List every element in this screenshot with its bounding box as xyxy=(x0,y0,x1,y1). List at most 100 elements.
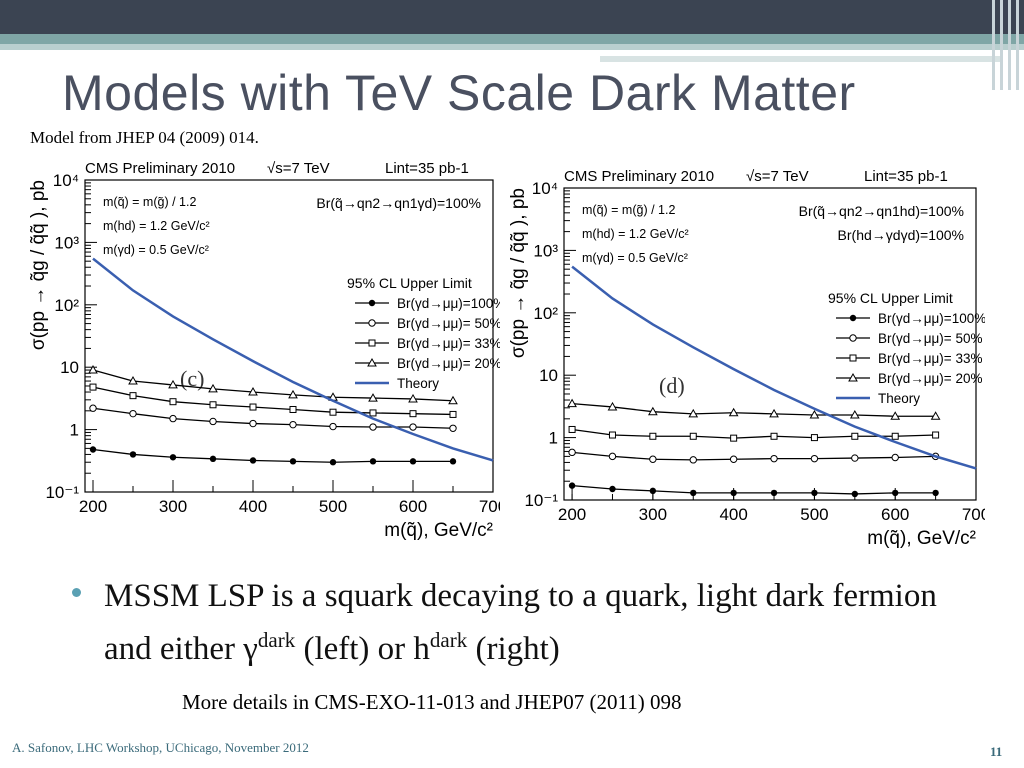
branching-ratio-label-2: Br(hd→γdγd)=100% xyxy=(838,227,964,243)
x-axis-label: m(q̃), GeV/c² xyxy=(384,520,493,541)
data-point xyxy=(129,451,137,458)
data-point xyxy=(288,389,298,399)
y-tick-label: 1 xyxy=(70,421,79,440)
legend-marker xyxy=(368,299,376,307)
y-tick-label: 10⁻¹ xyxy=(45,483,79,502)
data-point xyxy=(649,455,657,463)
series-line xyxy=(572,451,936,461)
legend-entry: Br(γd→μμ)= 50% xyxy=(878,331,982,346)
chart-header-experiment: CMS Preliminary 2010 xyxy=(85,160,235,177)
data-point xyxy=(689,456,697,464)
panel-label: (d) xyxy=(659,373,685,398)
series-line xyxy=(572,403,936,417)
data-point xyxy=(890,411,901,420)
data-point xyxy=(730,489,737,497)
x-tick-label: 600 xyxy=(399,497,427,516)
data-point xyxy=(849,410,860,419)
legend-entry: Br(γd→μμ)=100% xyxy=(878,311,985,326)
top-band-faint xyxy=(600,56,1000,62)
data-point xyxy=(811,489,818,497)
data-point xyxy=(169,414,177,423)
chart-header-luminosity: Lint=35 pb-1 xyxy=(864,168,948,185)
series-line xyxy=(92,448,453,463)
model-parameter: m(hd) = 1.2 GeV/c² xyxy=(103,219,210,233)
data-point xyxy=(289,420,297,429)
y-tick-label: 10⁻¹ xyxy=(524,491,558,510)
model-parameter: m(q̃) = m(g̃) / 1.2 xyxy=(582,203,675,217)
data-point xyxy=(648,406,658,416)
data-point xyxy=(851,490,859,498)
data-point xyxy=(368,393,378,402)
data-point xyxy=(568,425,576,433)
x-tick-label: 300 xyxy=(639,505,667,524)
legend-marker xyxy=(849,354,857,362)
data-point xyxy=(249,403,257,411)
top-band-light xyxy=(0,44,1024,50)
data-point xyxy=(932,431,940,439)
legend-marker xyxy=(367,357,377,367)
data-point xyxy=(730,434,738,442)
y-tick-label: 10³ xyxy=(54,233,79,252)
data-point xyxy=(568,448,576,457)
y-axis-label: σ(pp → q̃g / q̃q̃ ), pb xyxy=(510,188,529,358)
data-point xyxy=(409,410,417,418)
data-point xyxy=(89,383,97,391)
bullet-text: MSSM LSP is a squark decaying to a quark… xyxy=(104,578,937,667)
legend-theory-entry: Theory xyxy=(878,391,920,406)
data-point xyxy=(770,432,778,440)
data-point xyxy=(289,405,297,413)
branching-ratio-label: Br(q̃→qn2→qn1hd)=100% xyxy=(799,203,964,219)
data-point xyxy=(88,365,98,374)
data-point xyxy=(209,455,217,463)
x-tick-label: 400 xyxy=(239,497,267,516)
data-point xyxy=(810,454,819,463)
data-point xyxy=(851,432,859,440)
data-point xyxy=(891,453,899,462)
data-point xyxy=(449,424,457,432)
data-point xyxy=(932,489,939,497)
gamma-symbol: γ xyxy=(243,631,258,667)
legend-entry: Br(γd→μμ)=100% xyxy=(397,296,500,311)
data-point xyxy=(129,392,137,400)
y-tick-label: 10⁴ xyxy=(532,179,558,198)
plot-frame xyxy=(563,187,977,501)
slide-title: Models with TeV Scale Dark Matter xyxy=(62,65,856,121)
x-tick-label: 500 xyxy=(319,497,347,516)
legend-theory-entry: Theory xyxy=(397,376,439,391)
data-point xyxy=(289,458,297,465)
x-tick-label: 300 xyxy=(159,497,187,516)
data-point xyxy=(209,401,217,409)
data-point xyxy=(729,455,738,463)
chart-header-energy: √s=7 TeV xyxy=(746,168,809,185)
y-tick-label: 10² xyxy=(533,304,558,323)
data-point xyxy=(208,383,218,393)
bullet-dot-icon xyxy=(72,588,81,597)
data-point xyxy=(891,432,899,440)
data-point xyxy=(329,459,337,466)
chart-header-energy: √s=7 TeV xyxy=(267,160,330,177)
legend-marker xyxy=(368,339,376,347)
legend-title: 95% CL Upper Limit xyxy=(828,290,953,306)
data-point xyxy=(168,379,178,389)
legend-marker xyxy=(849,314,857,322)
data-point xyxy=(249,457,257,464)
data-point xyxy=(329,408,337,416)
plot-frame xyxy=(84,179,494,493)
top-banner xyxy=(0,0,1024,34)
data-point xyxy=(369,458,377,465)
model-reference: Model from JHEP 04 (2009) 014. xyxy=(30,128,259,147)
y-tick-label: 10⁴ xyxy=(53,171,79,190)
data-point xyxy=(930,411,941,420)
data-point xyxy=(369,423,377,431)
y-tick-label: 10³ xyxy=(533,241,558,260)
theory-curve xyxy=(92,257,494,462)
data-point xyxy=(128,376,138,385)
legend-entry: Br(γd→μμ)= 20% xyxy=(397,356,500,371)
theory-curve xyxy=(571,265,977,470)
data-point xyxy=(892,489,899,497)
data-point xyxy=(728,407,739,417)
x-tick-label: 400 xyxy=(719,505,747,524)
data-point xyxy=(169,454,177,461)
series-line xyxy=(572,484,936,495)
y-tick-label: 10 xyxy=(539,366,558,385)
